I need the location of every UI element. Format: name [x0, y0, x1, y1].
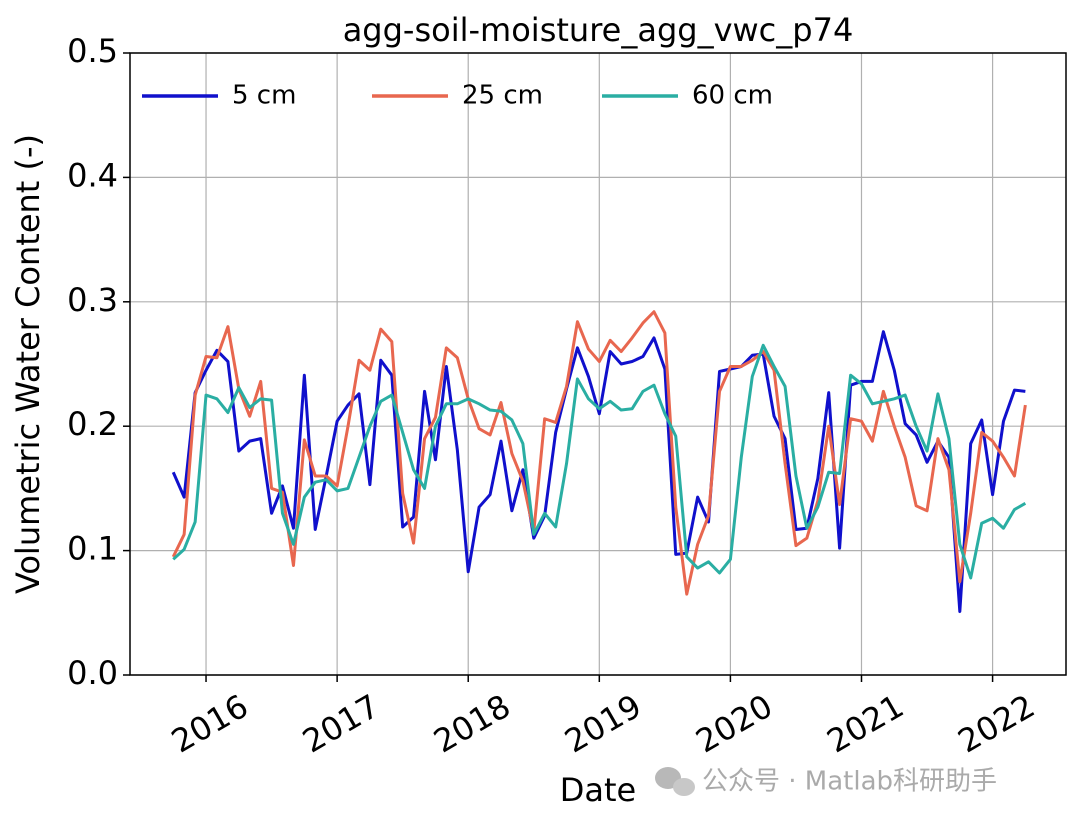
- x-tick-label: 2016: [165, 687, 255, 761]
- y-tick-label: 0.2: [67, 405, 118, 443]
- legend-label: 60 cm: [692, 81, 773, 111]
- series-line: [171, 330, 1026, 614]
- x-tick-label: 2021: [820, 687, 910, 761]
- x-tick-label: 2022: [952, 687, 1042, 761]
- y-axis-label: Volumetric Water Content (-): [9, 134, 47, 594]
- series-line: [171, 310, 1027, 596]
- x-tick-label: 2017: [296, 687, 386, 761]
- series-line: [172, 343, 1027, 580]
- watermark-icon: [655, 767, 695, 796]
- y-tick-label: 0.5: [67, 32, 118, 70]
- watermark: 公众号 · Matlab科研助手: [702, 767, 997, 797]
- chart-title: agg-soil-moisture_agg_vwc_p74: [343, 11, 854, 49]
- x-tick-label: 2020: [689, 687, 779, 761]
- x-tick-label: 2018: [427, 687, 517, 761]
- legend-label: 25 cm: [462, 81, 543, 111]
- y-tick-label: 0.3: [67, 281, 118, 319]
- y-tick-label: 0.0: [67, 654, 118, 692]
- plot-frame: [129, 52, 1067, 676]
- x-tick-label: 2019: [558, 687, 648, 761]
- legend-label: 5 cm: [232, 81, 296, 111]
- y-tick-label: 0.4: [67, 156, 118, 194]
- y-tick-label: 0.1: [67, 530, 118, 568]
- x-axis-label: Date: [560, 771, 636, 809]
